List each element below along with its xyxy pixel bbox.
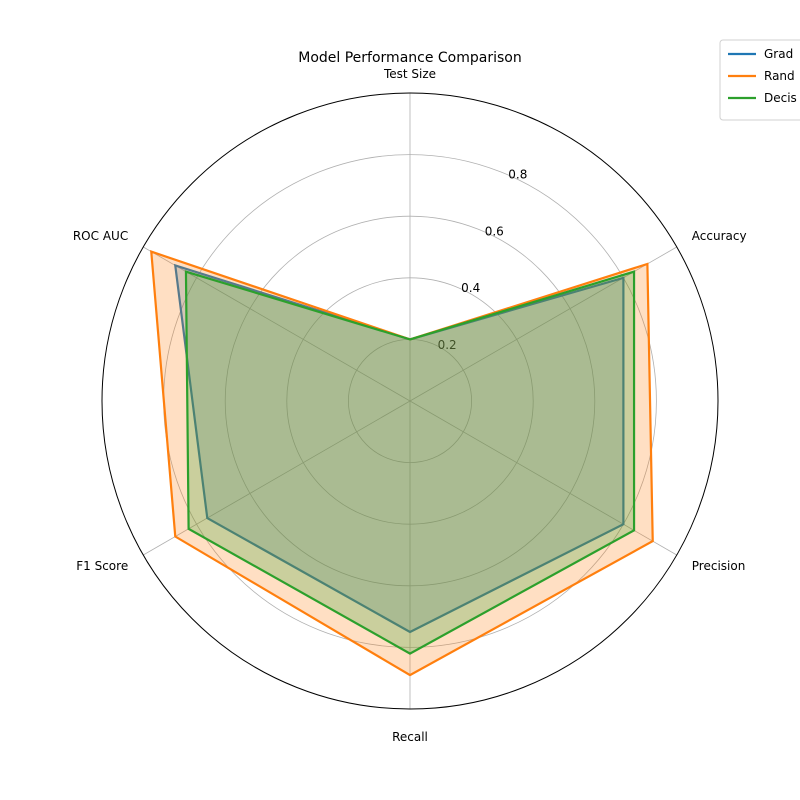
axis-label: Accuracy [692,229,747,243]
legend-box [719,39,800,121]
legend: Grad Rand Decis [719,39,800,121]
axis-label: Test Size [383,67,436,81]
radial-tick-label: 0.6 [485,224,504,238]
radial-tick-label: 0.2 [438,338,457,352]
series-polygon [173,263,625,634]
chart-title: Model Performance Comparison [298,50,521,66]
axis-label: ROC AUC [73,229,128,243]
legend-entry: Decis [764,91,797,105]
axis-labels: Test Size Accuracy Precision Recall F1 Score… [73,67,747,744]
radial-tick-label: 0.8 [508,167,527,181]
series-polygon [150,250,654,677]
legend-entry: Grad [764,47,793,61]
axis-label: Recall [392,730,428,744]
legend-entry: Rand [764,69,795,83]
plot-frame [101,92,719,710]
series-polygon [184,270,636,655]
axis-spoke [409,400,677,556]
series-layer [150,250,654,677]
axis-label: F1 Score [76,559,128,573]
radial-tick-label: 0.4 [461,281,480,295]
axis-label: Precision [692,559,746,573]
